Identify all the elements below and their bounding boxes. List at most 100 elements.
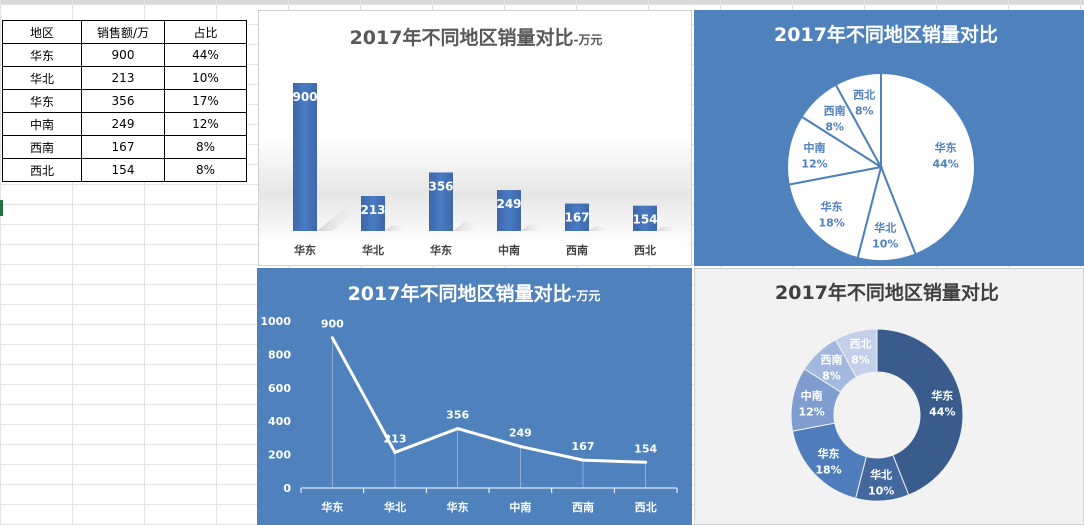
y-tick-label: 400 [268, 415, 291, 428]
bar-chart[interactable]: 2017年不同地区销量对比-万元 900 华东 213 华北 356 华东 249 中南 167 西… [258, 10, 692, 266]
donut-chart[interactable]: 2017年不同地区销量对比 华东 44% 华北 10% 华东 18% 中南 12% 西南 8% 西北 8… [694, 268, 1084, 525]
x-tick-label: 华北 [384, 500, 406, 514]
x-tick-label: 华东 [430, 243, 452, 257]
table-cell[interactable]: 213 [81, 66, 165, 90]
slice-percent: 12% [801, 157, 827, 170]
table-header-cell[interactable]: 占比 [164, 20, 247, 44]
table-cell[interactable]: 西北 [2, 158, 82, 182]
donut-slice[interactable] [791, 422, 867, 499]
table-cell[interactable]: 8% [164, 135, 247, 159]
slice-label: 中南 [804, 140, 826, 154]
x-tick-label: 西南 [572, 500, 594, 514]
chart-title: 2017年不同地区销量对比-万元 [350, 26, 603, 49]
pie-slice[interactable] [786, 115, 884, 186]
bar[interactable] [361, 195, 385, 231]
data-point[interactable] [330, 336, 334, 340]
donut-slice[interactable] [876, 328, 964, 496]
y-tick-label: 0 [283, 482, 291, 495]
point-data-label: 213 [384, 432, 407, 445]
pie-chart[interactable]: 2017年不同地区销量对比华东 44% 华北 10% 华东 18% 中南 12% 西南 8% 西北 8… [694, 10, 1084, 266]
bar[interactable] [565, 203, 589, 231]
x-tick-label: 中南 [509, 500, 531, 514]
data-point[interactable] [644, 460, 648, 464]
slice-label: 华东 [818, 447, 840, 461]
table-header-cell[interactable]: 地区 [2, 20, 82, 44]
table-cell[interactable]: 华北 [2, 66, 82, 90]
bar-data-label: 356 [428, 179, 453, 193]
bar[interactable] [429, 172, 453, 231]
x-tick-label: 西北 [634, 243, 656, 257]
table-cell[interactable]: 900 [81, 43, 165, 67]
bar-shadow [589, 226, 611, 231]
cell-selection-marker[interactable] [0, 200, 3, 216]
bar-shadow [521, 224, 546, 231]
pie-slice[interactable] [787, 165, 883, 260]
chart-title: 2017年不同地区销量对比 [775, 281, 999, 304]
table-cell[interactable]: 167 [81, 135, 165, 159]
data-point[interactable] [456, 427, 460, 431]
slice-percent: 8% [825, 121, 844, 134]
table-row: 华北 213 10% [2, 66, 247, 90]
slice-percent: 18% [818, 216, 844, 229]
slice-percent: 12% [799, 406, 825, 419]
donut-slice[interactable] [834, 328, 878, 378]
series-line[interactable] [331, 336, 646, 464]
table-row: 中南 249 12% [2, 112, 247, 136]
bar[interactable] [293, 83, 317, 231]
data-point[interactable] [518, 444, 522, 448]
y-tick-label: 200 [268, 449, 291, 462]
bar-shadow [453, 221, 481, 231]
point-data-label: 249 [509, 426, 532, 439]
slice-percent: 18% [815, 464, 841, 477]
y-tick-label: 1000 [260, 315, 291, 328]
table-cell[interactable]: 17% [164, 89, 247, 113]
table-cell[interactable]: 249 [81, 112, 165, 136]
bar[interactable] [497, 190, 521, 231]
line-chart[interactable]: 2017年不同地区销量对比-万元 0 200 400 600 800 1000 900 华东 21… [257, 268, 692, 525]
table-cell[interactable]: 10% [164, 66, 247, 90]
line-chart-canvas: 2017年不同地区销量对比-万元 0 200 400 600 800 1000 900 华东 21… [260, 282, 678, 514]
data-point[interactable] [581, 458, 585, 462]
table-cell[interactable]: 44% [164, 43, 247, 67]
data-point[interactable] [393, 450, 397, 454]
x-tick-label: 华东 [447, 500, 469, 514]
slice-label: 华北 [870, 467, 892, 481]
x-tick-label: 西北 [635, 500, 657, 514]
slice-label: 中南 [801, 389, 823, 403]
slice-label: 华东 [821, 199, 843, 213]
point-data-label: 154 [634, 442, 657, 455]
table-cell[interactable]: 华东 [2, 43, 82, 67]
slice-label: 华东 [935, 141, 957, 155]
bar-data-label: 154 [632, 213, 657, 227]
table-cell[interactable]: 154 [81, 158, 165, 182]
point-data-label: 356 [446, 409, 469, 422]
slice-label: 华北 [874, 221, 896, 235]
bar[interactable] [633, 205, 657, 231]
pie-slice[interactable] [834, 71, 882, 168]
point-data-label: 900 [321, 318, 344, 331]
table-cell[interactable]: 华东 [2, 89, 82, 113]
table-cell[interactable]: 西南 [2, 135, 82, 159]
pie-slice[interactable] [880, 71, 976, 256]
slice-percent: 10% [872, 238, 898, 251]
y-tick-label: 600 [268, 382, 291, 395]
y-tick-label: 800 [268, 348, 291, 361]
slice-label: 西南 [824, 104, 846, 118]
table-cell[interactable]: 356 [81, 89, 165, 113]
table-cell[interactable]: 8% [164, 158, 247, 182]
x-tick-label: 华北 [362, 243, 384, 257]
slice-percent: 8% [855, 104, 874, 117]
table-header-cell[interactable]: 销售额/万 [81, 20, 165, 44]
bar-chart-canvas: 2017年不同地区销量对比-万元 900 华东 213 华北 356 华东 249 中南 167 西… [292, 26, 679, 257]
slice-label: 西北 [853, 87, 875, 101]
bar-shadow [385, 225, 408, 231]
table-cell[interactable]: 中南 [2, 112, 82, 136]
x-tick-label: 华东 [294, 243, 316, 257]
chart-title: 2017年不同地区销量对比 [774, 23, 998, 46]
table-cell[interactable]: 12% [164, 112, 247, 136]
bar-data-label: 213 [360, 203, 385, 217]
slice-percent: 10% [868, 484, 894, 497]
chart-title: 2017年不同地区销量对比-万元 [348, 282, 601, 305]
slice-percent: 44% [932, 158, 958, 171]
